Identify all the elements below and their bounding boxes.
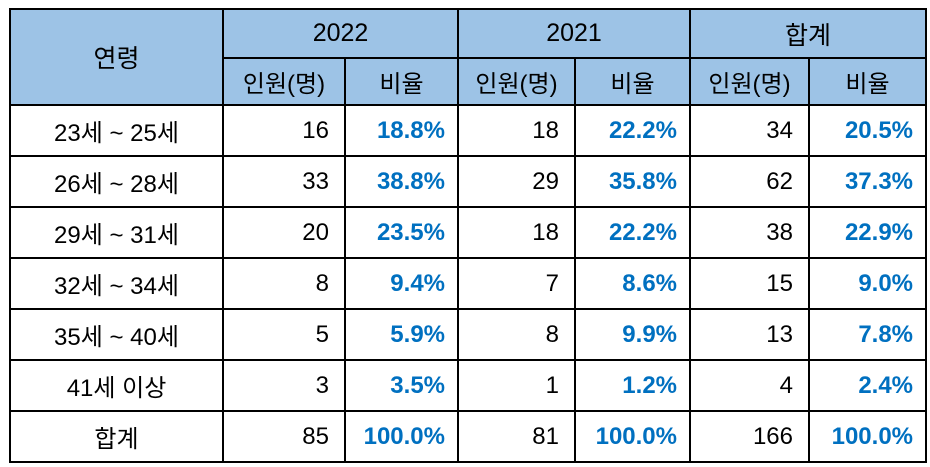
count-total-cell: 34 (689, 104, 810, 157)
count-2021-cell: 8 (457, 308, 576, 361)
ratio-2022-cell: 38.8% (344, 155, 459, 208)
count-2022-cell: 33 (222, 155, 346, 208)
ratio-2021-cell: 100.0% (574, 410, 691, 463)
ratio-total-cell: 7.8% (807, 308, 928, 361)
ratio-total-cell: 20.5% (807, 104, 928, 157)
count-total-cell: 4 (689, 359, 810, 412)
table-row: 26세 ~ 28세 33 38.8% 29 35.8% 62 37.3% (9, 155, 928, 208)
ratio-total-cell: 2.4% (807, 359, 928, 412)
subheader-ratio-2022: 비율 (344, 57, 459, 106)
count-2022-cell: 20 (222, 206, 346, 259)
ratio-2021-cell: 9.9% (574, 308, 691, 361)
count-2021-cell: 18 (457, 206, 576, 259)
ratio-total-cell: 100.0% (807, 410, 928, 463)
ratio-2021-cell: 22.2% (574, 206, 691, 259)
ratio-2022-cell: 18.8% (344, 104, 459, 157)
count-2022-cell: 16 (222, 104, 346, 157)
ratio-total-cell: 9.0% (807, 257, 928, 310)
header-age: 연령 (9, 8, 224, 106)
table-row: 23세 ~ 25세 16 18.8% 18 22.2% 34 20.5% (9, 104, 928, 157)
table-row-total: 합계 85 100.0% 81 100.0% 166 100.0% (9, 410, 928, 463)
age-range-cell: 26세 ~ 28세 (9, 155, 224, 208)
age-range-cell: 41세 이상 (9, 359, 224, 412)
ratio-total-cell: 22.9% (807, 206, 928, 259)
count-total-cell: 38 (689, 206, 810, 259)
ratio-2022-cell: 9.4% (344, 257, 459, 310)
ratio-2021-cell: 22.2% (574, 104, 691, 157)
count-total-cell: 166 (689, 410, 810, 463)
count-2022-cell: 85 (222, 410, 346, 463)
count-2021-cell: 29 (457, 155, 576, 208)
ratio-2022-cell: 23.5% (344, 206, 459, 259)
header-year-2021: 2021 (457, 8, 691, 59)
ratio-2021-cell: 35.8% (574, 155, 691, 208)
count-2021-cell: 1 (457, 359, 576, 412)
table-row: 35세 ~ 40세 5 5.9% 8 9.9% 13 7.8% (9, 308, 928, 361)
ratio-2022-cell: 3.5% (344, 359, 459, 412)
header-total: 합계 (688, 8, 928, 59)
age-range-cell: 32세 ~ 34세 (9, 257, 224, 310)
count-total-cell: 62 (689, 155, 810, 208)
ratio-2022-cell: 5.9% (344, 308, 459, 361)
count-2021-cell: 7 (457, 257, 576, 310)
ratio-2022-cell: 100.0% (344, 410, 459, 463)
age-range-cell: 35세 ~ 40세 (9, 308, 224, 361)
table-row: 32세 ~ 34세 8 9.4% 7 8.6% 15 9.0% (9, 257, 928, 310)
age-range-cell: 29세 ~ 31세 (9, 206, 224, 259)
count-total-cell: 15 (689, 257, 810, 310)
count-2021-cell: 81 (457, 410, 576, 463)
table-row: 29세 ~ 31세 20 23.5% 18 22.2% 38 22.9% (9, 206, 928, 259)
age-range-cell: 23세 ~ 25세 (9, 104, 224, 157)
subheader-count-2022: 인원(명) (222, 57, 346, 106)
table-row: 41세 이상 3 3.5% 1 1.2% 4 2.4% (9, 359, 928, 412)
ratio-2021-cell: 1.2% (574, 359, 691, 412)
count-total-cell: 13 (689, 308, 810, 361)
subheader-count-total: 인원(명) (689, 57, 810, 106)
header-row-groups: 연령 2022 2021 합계 (9, 8, 928, 106)
total-label-cell: 합계 (9, 410, 224, 463)
count-2022-cell: 5 (222, 308, 346, 361)
ratio-2021-cell: 8.6% (574, 257, 691, 310)
subheader-count-2021: 인원(명) (457, 57, 576, 106)
count-2022-cell: 3 (222, 359, 346, 412)
ratio-total-cell: 37.3% (807, 155, 928, 208)
header-row-sub: 인원(명) 비율 인원(명) 비율 인원(명) 비율 (10, 57, 928, 106)
age-distribution-table: 연령 2022 2021 합계 인원(명) 비율 인원(명) 비율 인원(명) … (9, 8, 928, 463)
count-2021-cell: 18 (457, 104, 576, 157)
subheader-ratio-2021: 비율 (574, 57, 691, 106)
header-year-2022: 2022 (222, 8, 459, 59)
subheader-ratio-total: 비율 (807, 57, 928, 106)
count-2022-cell: 8 (222, 257, 346, 310)
